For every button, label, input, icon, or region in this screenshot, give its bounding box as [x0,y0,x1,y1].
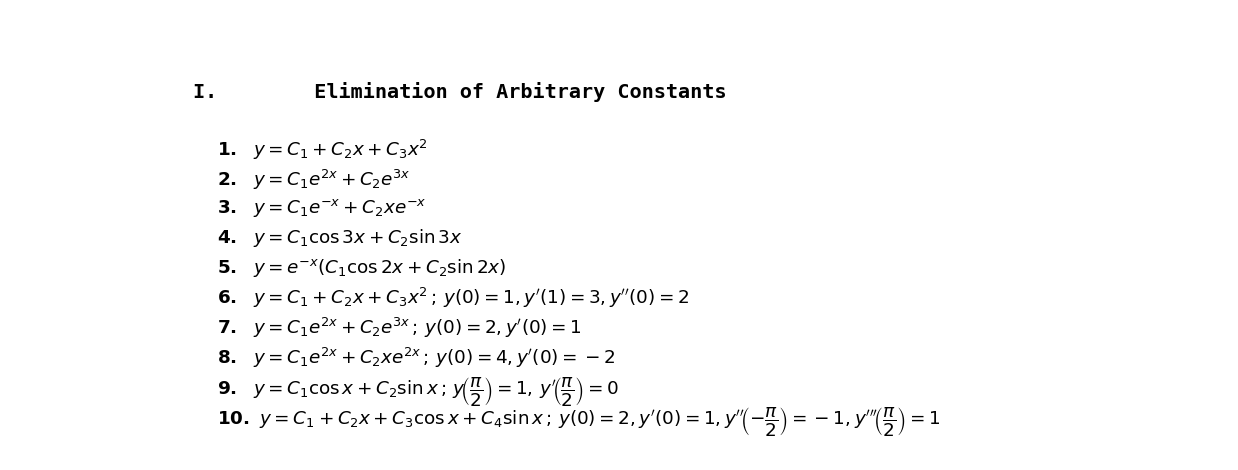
Text: $\mathbf{9.}$  $y = C_1\cos x + C_2\sin x\,;\,y\!\left(\dfrac{\pi}{2}\right) = 1: $\mathbf{9.}$ $y = C_1\cos x + C_2\sin x… [217,375,619,408]
Text: $\mathbf{5.}$  $y = e^{-x}(C_1\cos 2x + C_2\sin 2x)$: $\mathbf{5.}$ $y = e^{-x}(C_1\cos 2x + C… [217,257,506,279]
Text: $\mathbf{1.}$  $y = C_1 + C_2x + C_3x^2$: $\mathbf{1.}$ $y = C_1 + C_2x + C_3x^2$ [217,138,428,162]
Text: $\mathbf{8.}$  $y = C_1e^{2x} + C_2xe^{2x}\,;\,y(0) = 4, y'(0) = -2$: $\mathbf{8.}$ $y = C_1e^{2x} + C_2xe^{2x… [217,345,615,370]
Text: $\mathbf{7.}$  $y = C_1e^{2x} + C_2e^{3x}\,;\,y(0) = 2, y'(0) = 1$: $\mathbf{7.}$ $y = C_1e^{2x} + C_2e^{3x}… [217,316,582,340]
Text: $\mathbf{2.}$  $y = C_1e^{2x} + C_2e^{3x}$: $\mathbf{2.}$ $y = C_1e^{2x} + C_2e^{3x}… [217,167,411,192]
Text: $\mathbf{6.}$  $y = C_1 + C_2x + C_3x^2\,;\,y(0) = 1, y'(1) = 3, y''(0) = 2$: $\mathbf{6.}$ $y = C_1 + C_2x + C_3x^2\,… [217,286,690,310]
Text: $\mathbf{3.}$  $y = C_1e^{-x} + C_2xe^{-x}$: $\mathbf{3.}$ $y = C_1e^{-x} + C_2xe^{-x… [217,197,427,219]
Text: $\mathbf{4.}$  $y = C_1\cos 3x + C_2\sin 3x$: $\mathbf{4.}$ $y = C_1\cos 3x + C_2\sin … [217,227,463,249]
Text: I.        Elimination of Arbitrary Constants: I. Elimination of Arbitrary Constants [193,82,727,102]
Text: $\mathbf{10.}$ $y = C_1 + C_2x + C_3\cos x + C_4\sin x\,;\,y(0) = 2, y'(0) = 1, : $\mathbf{10.}$ $y = C_1 + C_2x + C_3\cos… [217,405,941,438]
